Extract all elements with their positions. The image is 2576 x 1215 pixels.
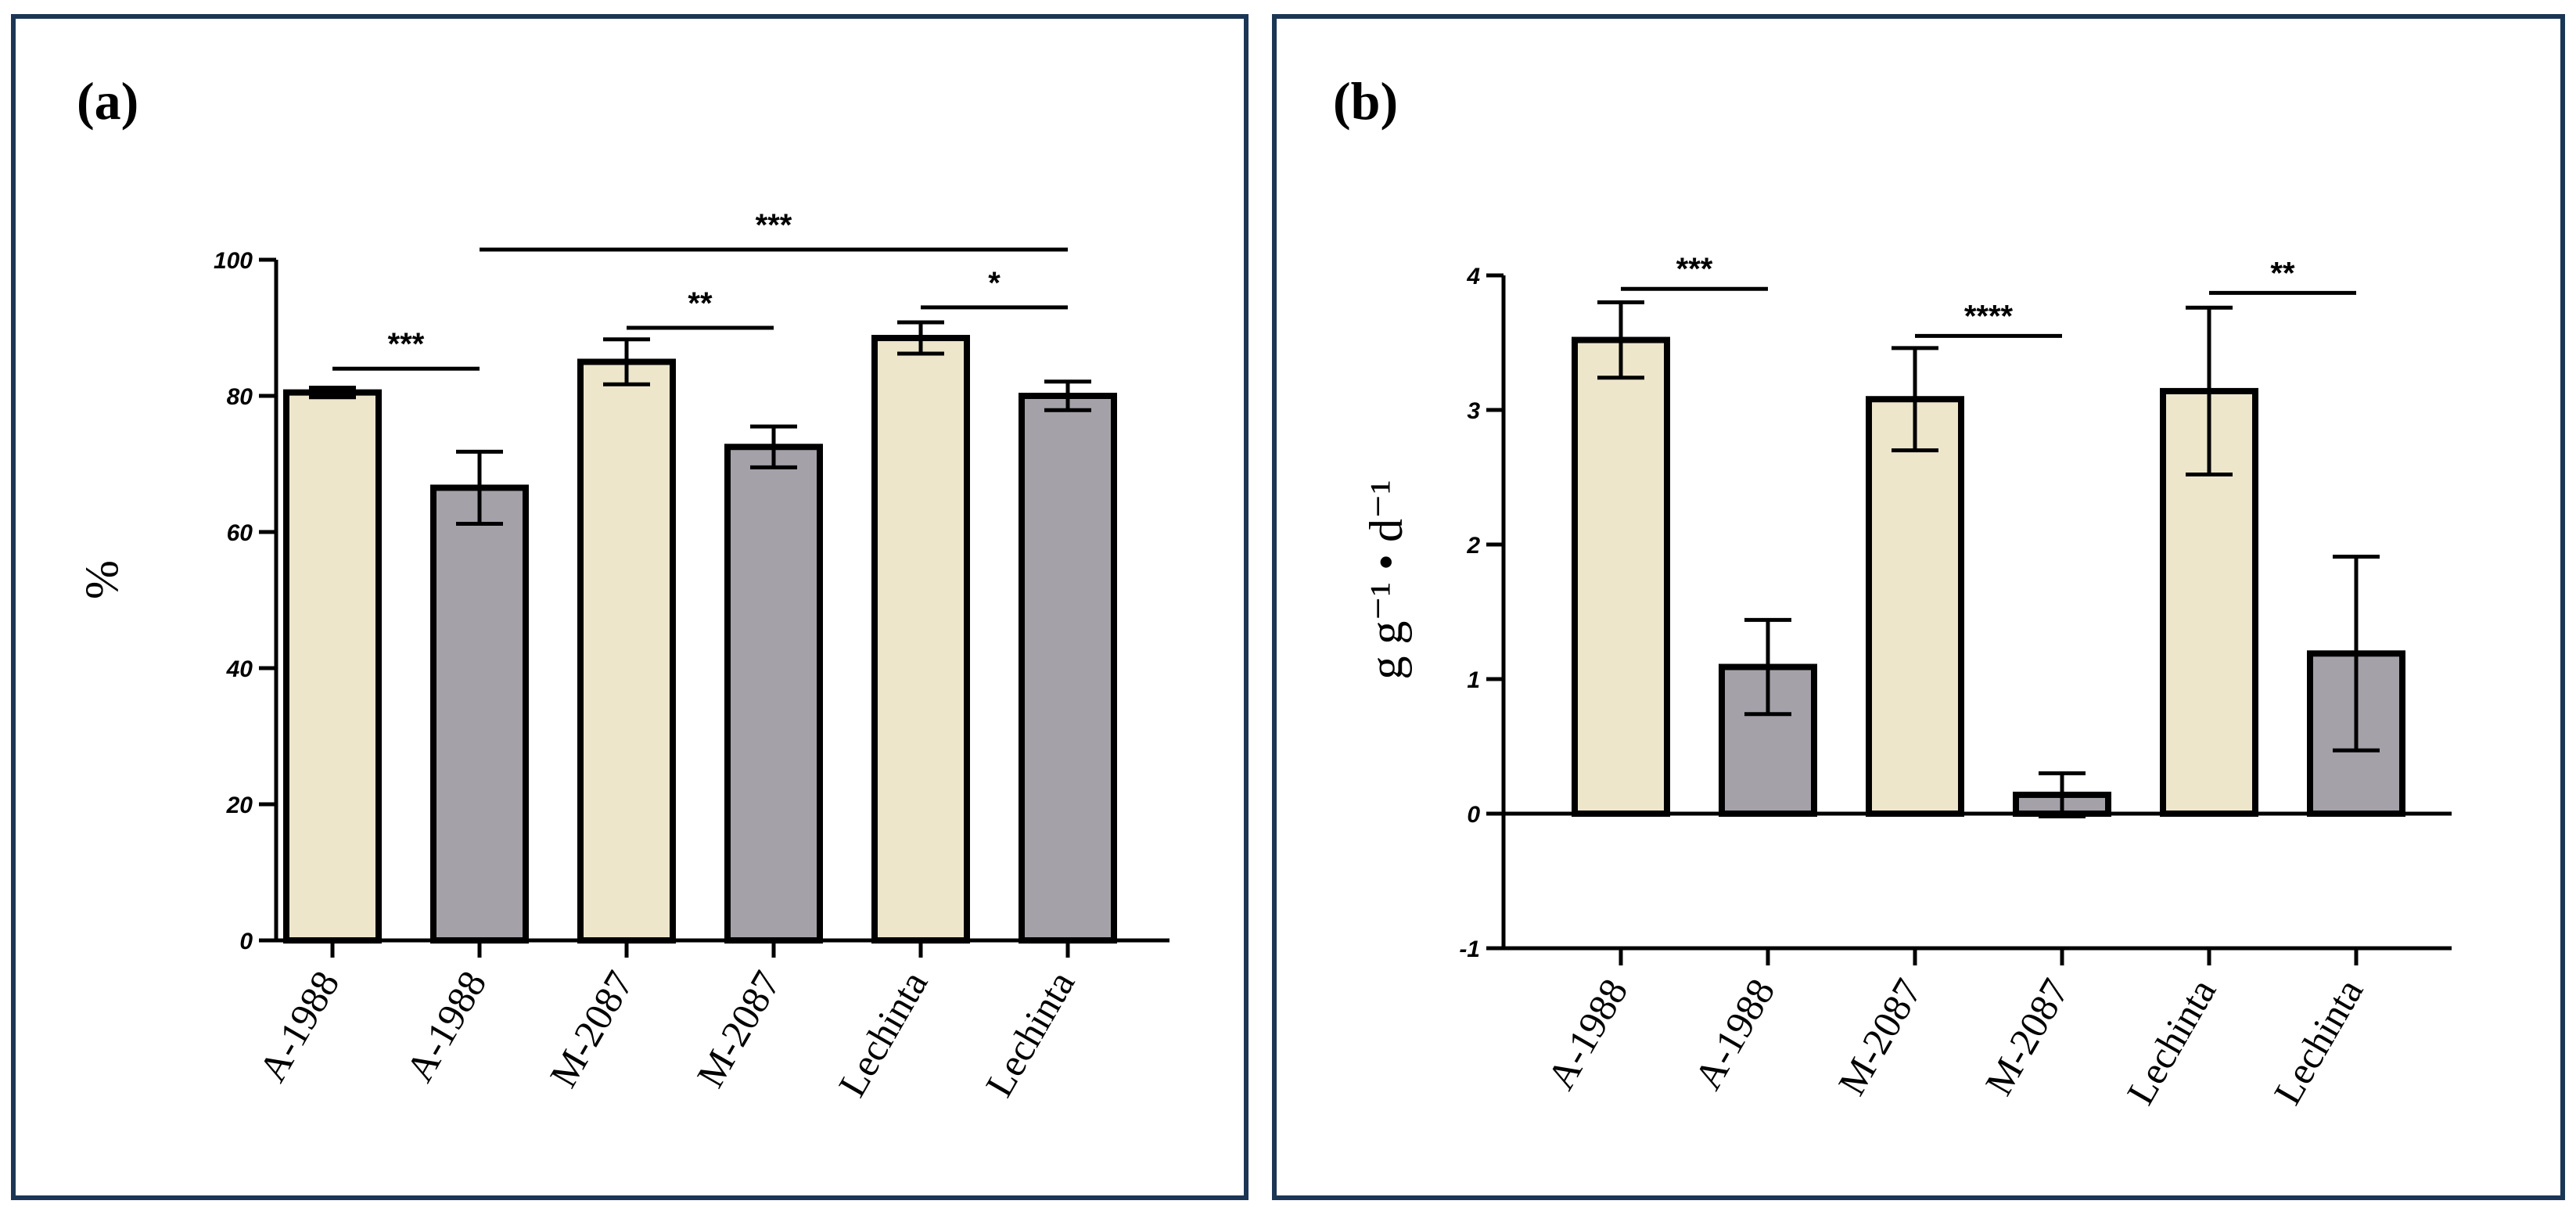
significance-label-a-2: *	[988, 266, 1001, 300]
y-tick-label-a-5: 100	[214, 248, 253, 274]
bar-a-3	[724, 444, 823, 944]
category-label-a-0: A-1988	[250, 964, 348, 1089]
y-tick-label-a-2: 40	[226, 656, 253, 682]
y-axis-label-a: %	[76, 560, 128, 599]
significance-label-a-1: **	[688, 286, 713, 321]
category-label-b-2: M-2087	[1829, 972, 1930, 1103]
category-label-a-5: Lechinta	[977, 964, 1083, 1104]
significance-label-b-0: ***	[1676, 252, 1713, 286]
bar-a-5	[1019, 393, 1117, 944]
category-label-a-1: A-1988	[397, 964, 495, 1089]
category-label-a-3: M-2087	[688, 964, 789, 1095]
category-label-b-0: A-1988	[1539, 972, 1636, 1097]
category-label-b-1: A-1988	[1686, 972, 1784, 1097]
y-tick-label-b-1: 0	[1467, 802, 1480, 828]
chart-b: (b) g g⁻¹ • d⁻¹ -1 0 1 2 3 4 A-1988 A-1988 M-2087 M…	[1333, 71, 2452, 1112]
significance-label-a-0: ***	[388, 327, 425, 361]
panel-b: (b) g g⁻¹ • d⁻¹ -1 0 1 2 3 4 A-1988 A-1988 M-2087 M…	[1272, 14, 2565, 1200]
category-label-b-4: Lechinta	[2118, 972, 2225, 1112]
y-tick-label-b-3: 2	[1466, 533, 1480, 559]
y-axis-label-b: g g⁻¹ • d⁻¹	[1360, 480, 1412, 679]
bar-b-0	[1572, 336, 1670, 817]
y-tick-label-b-5: 4	[1466, 264, 1480, 289]
category-label-b-5: Lechinta	[2265, 972, 2372, 1112]
y-tick-label-a-0: 0	[239, 929, 253, 954]
bar-a-4	[871, 335, 970, 944]
category-label-a-4: Lechinta	[830, 964, 936, 1104]
panel-label-b: (b)	[1333, 71, 1398, 131]
y-tick-label-b-2: 1	[1467, 667, 1480, 693]
panel-label-a: (a)	[77, 71, 138, 131]
bar-a-2	[577, 358, 676, 944]
bar-b-2	[1866, 396, 1964, 817]
y-tick-label-b-0: -1	[1459, 936, 1480, 962]
y-tick-label-b-4: 3	[1467, 398, 1480, 424]
significance-label-a-3: ***	[756, 208, 792, 243]
y-tick-label-a-1: 20	[226, 793, 253, 818]
bar-a-1	[430, 484, 529, 944]
significance-label-b-1: ****	[1964, 299, 2014, 333]
bar-a-0	[283, 389, 382, 944]
y-tick-label-a-4: 80	[227, 384, 253, 410]
category-label-a-2: M-2087	[541, 964, 641, 1095]
panel-a: (a)% 0 20 40 60 80 100 A-1988 A-1988 M-2087 M-2087…	[11, 14, 1248, 1200]
category-label-b-3: M-2087	[1976, 972, 2077, 1103]
significance-label-b-2: **	[2270, 256, 2295, 290]
y-tick-label-a-3: 60	[227, 520, 253, 546]
chart-a: (a)% 0 20 40 60 80 100 A-1988 A-1988 M-2087 M-2087…	[76, 71, 1169, 1104]
